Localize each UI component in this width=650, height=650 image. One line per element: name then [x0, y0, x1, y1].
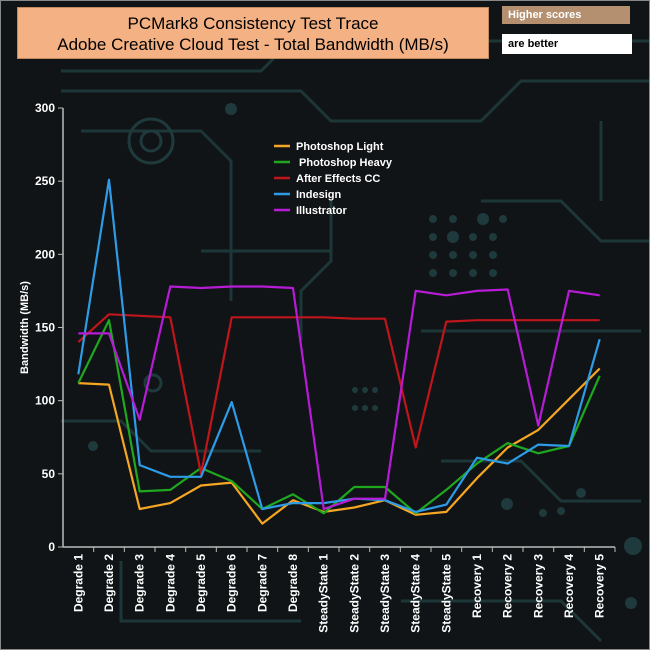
- y-tick-label: 250: [35, 174, 55, 188]
- x-tick-label: Recovery 2: [501, 554, 515, 618]
- x-tick-label: SteadyState 5: [439, 554, 453, 633]
- x-tick-label: Degrade 2: [102, 554, 116, 612]
- x-tick-label: Recovery 5: [593, 554, 607, 618]
- series-line-after-effects-cc: [77, 313, 600, 475]
- y-axis-label: Bandwidth (MB/s): [19, 281, 31, 374]
- x-tick-label: SteadyState 3: [378, 554, 392, 633]
- x-tick-label: SteadyState 2: [347, 554, 361, 633]
- series-line-indesign: [77, 178, 601, 513]
- y-tick-label: 200: [35, 247, 55, 261]
- y-tick-label: 150: [35, 321, 55, 335]
- legend-label: Photoshop Light: [296, 141, 384, 153]
- y-tick-label: 0: [48, 540, 55, 554]
- chart-title: PCMark8 Consistency Test Trace Adobe Cre…: [17, 7, 489, 59]
- x-tick-label: SteadyState 4: [409, 554, 423, 633]
- y-tick-label: 50: [42, 467, 56, 481]
- x-tick-label: Degrade 4: [163, 554, 177, 612]
- y-tick-label: 100: [35, 394, 55, 408]
- title-line-1: PCMark8 Consistency Test Trace: [127, 14, 379, 33]
- legend-label: Indesign: [296, 189, 342, 201]
- are-better-badge: are better: [502, 34, 632, 54]
- higher-scores-badge: Higher scores: [502, 6, 630, 24]
- x-tick-label: Degrade 8: [286, 554, 300, 612]
- title-line-2: Adobe Creative Cloud Test - Total Bandwi…: [57, 35, 449, 54]
- legend-label: Photoshop Heavy: [296, 157, 393, 169]
- legend-label: After Effects CC: [296, 173, 380, 185]
- x-tick-label: Recovery 4: [562, 554, 576, 618]
- y-tick-label: 300: [35, 101, 55, 115]
- legend-label: Illustrator: [296, 205, 347, 217]
- x-tick-label: Degrade 5: [194, 554, 208, 612]
- x-tick-label: Degrade 1: [71, 554, 85, 612]
- x-tick-label: Degrade 7: [255, 554, 269, 612]
- x-tick-label: Degrade 6: [225, 554, 239, 612]
- x-tick-label: Recovery 3: [531, 554, 545, 618]
- x-tick-label: Degrade 3: [133, 554, 147, 612]
- series-line-illustrator: [78, 285, 600, 511]
- x-tick-label: Recovery 1: [470, 554, 484, 618]
- x-tick-label: SteadyState 1: [317, 554, 331, 633]
